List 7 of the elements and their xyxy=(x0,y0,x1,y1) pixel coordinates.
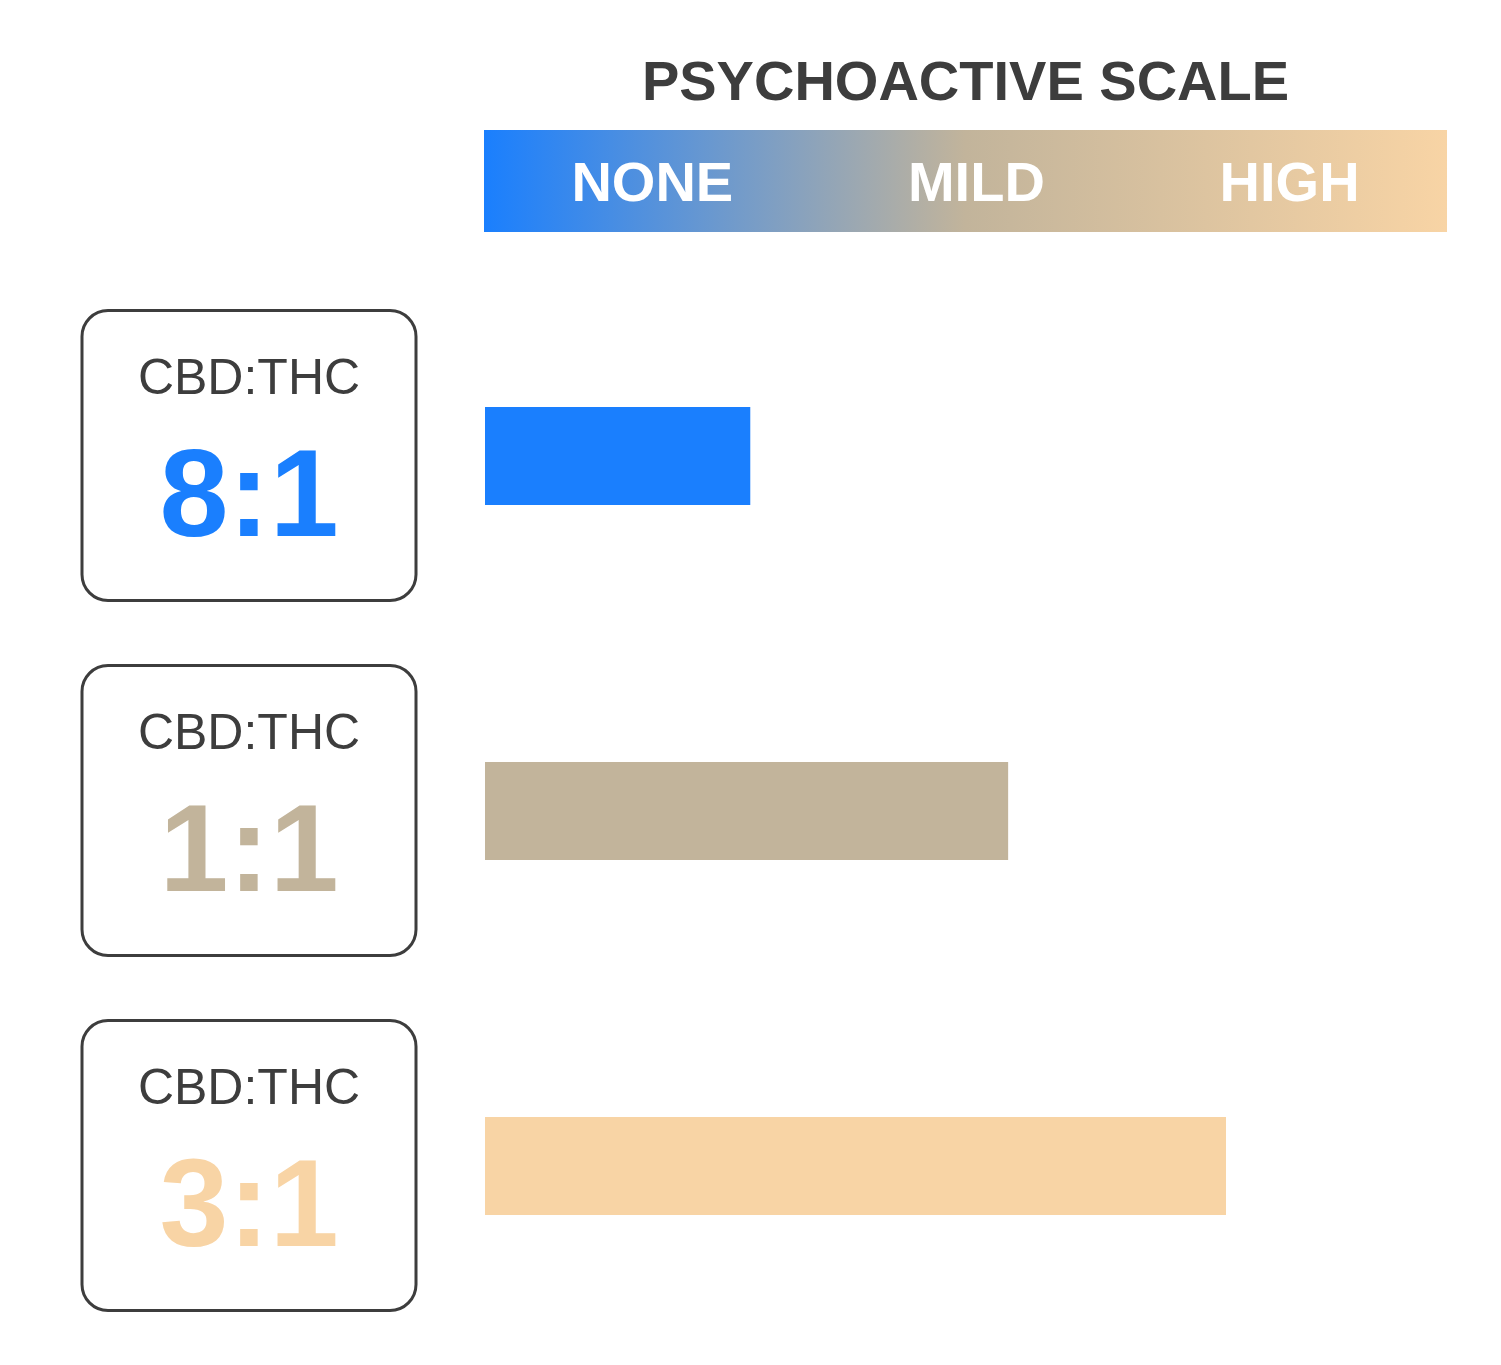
text: HIGH xyxy=(1219,148,1360,214)
y-tick-label: CBD:THC 8:1 xyxy=(137,348,361,562)
y-tick-label: CBD:THC 1:1 xyxy=(137,703,361,917)
text: NONE xyxy=(571,148,734,214)
y-tick-label: CBD:THC 3:1 xyxy=(137,1058,361,1272)
text: MILD xyxy=(907,148,1045,214)
chart-title: PSYCHOACTIVE SCALE xyxy=(640,48,1291,113)
